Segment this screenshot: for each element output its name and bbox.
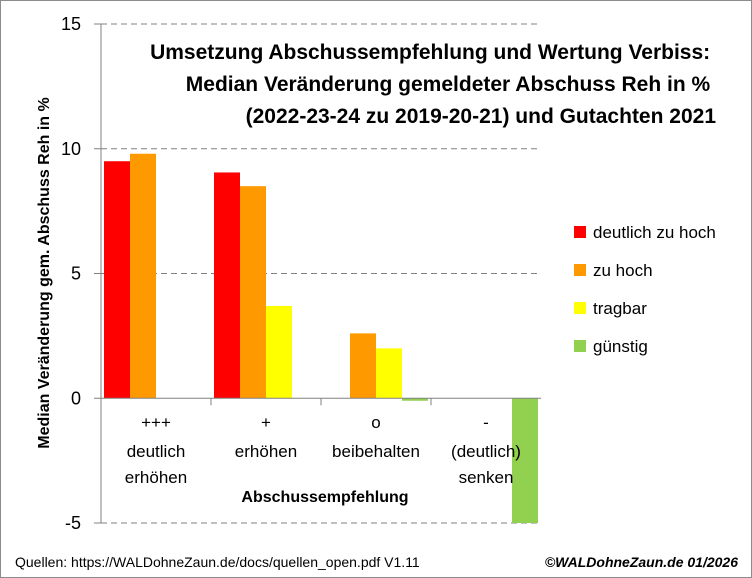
legend-label-1: zu hoch bbox=[593, 261, 653, 280]
bar-günstig-3 bbox=[512, 398, 538, 523]
bar-zu-hoch-0 bbox=[130, 153, 156, 399]
y-tick-label-5: 5 bbox=[71, 264, 81, 284]
legend-swatch-2 bbox=[574, 302, 586, 314]
y-tick-label-15: 15 bbox=[61, 14, 81, 34]
bars bbox=[104, 153, 538, 523]
x-category-label-1-0: + bbox=[261, 413, 271, 432]
title-line-1: Umsetzung Abschussempfehlung und Wertung… bbox=[150, 41, 710, 64]
copyright-footer: ©WALDohneZaun.de 01/2026 bbox=[545, 554, 738, 570]
grid-lines bbox=[101, 23, 541, 524]
x-category-labels: +++ deutlich erhöhen + erhöhen o beibehalten - (… bbox=[125, 413, 521, 487]
legend-label-2: tragbar bbox=[593, 299, 647, 318]
x-category-label-3-2: senken bbox=[459, 468, 514, 487]
bar-tragbar-1 bbox=[266, 305, 292, 399]
x-category-label-0-0: +++ bbox=[141, 413, 171, 432]
x-category-label-3-0: - bbox=[483, 413, 489, 432]
legend: deutlich zu hoch zu hoch tragbar günstig bbox=[574, 223, 716, 356]
legend-label-3: günstig bbox=[593, 337, 648, 356]
bar-tragbar-2 bbox=[376, 348, 402, 399]
bar-zu-hoch-1 bbox=[240, 186, 266, 399]
legend-swatch-1 bbox=[574, 264, 586, 276]
x-category-label-0-1: deutlich bbox=[127, 442, 186, 461]
x-category-label-3-1: (deutlich) bbox=[451, 442, 521, 461]
legend-swatch-3 bbox=[574, 340, 586, 352]
x-category-label-0-2: erhöhen bbox=[125, 468, 187, 487]
y-tick-label--5: -5 bbox=[65, 513, 81, 533]
y-tick-label-10: 10 bbox=[61, 139, 81, 159]
legend-label-0: deutlich zu hoch bbox=[593, 223, 716, 242]
x-category-label-2-1: beibehalten bbox=[332, 442, 420, 461]
bar-deutlich-zu-hoch-1 bbox=[214, 172, 240, 399]
y-tick-label-0: 0 bbox=[71, 388, 81, 408]
axes bbox=[94, 23, 541, 524]
source-footer: Quellen: https://WALDohneZaun.de/docs/qu… bbox=[15, 554, 420, 570]
bar-zu-hoch-2 bbox=[350, 333, 376, 399]
bar-deutlich-zu-hoch-0 bbox=[104, 161, 130, 399]
x-category-label-1-1: erhöhen bbox=[235, 442, 297, 461]
y-tick-labels: -5 0 5 10 15 bbox=[61, 14, 81, 533]
y-axis-title: Median Veränderung gem. Abschuss Reh in … bbox=[36, 97, 53, 448]
legend-swatch-0 bbox=[574, 226, 586, 238]
x-axis-title: Abschussempfehlung bbox=[241, 489, 408, 506]
bar-günstig-2 bbox=[402, 398, 428, 401]
title-line-2: Median Veränderung gemeldeter Abschuss R… bbox=[186, 73, 711, 96]
x-category-label-2-0: o bbox=[371, 413, 380, 432]
chart-title: Umsetzung Abschussempfehlung und Wertung… bbox=[150, 41, 716, 128]
title-line-3: (2022-23-24 zu 2019-20-21) und Gutachten… bbox=[246, 105, 717, 128]
